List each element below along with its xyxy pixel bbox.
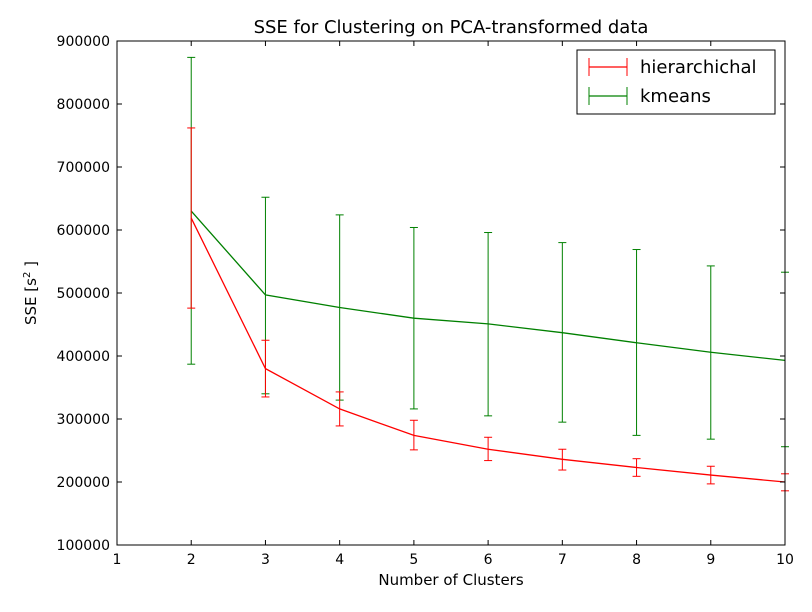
series-line: [190, 210, 786, 362]
plot-frame: [116, 40, 786, 546]
y-tick-label: 800000: [57, 97, 110, 113]
x-tick-label: 10: [776, 552, 794, 568]
y-axis-label: SSE [s2 ]: [22, 261, 40, 325]
x-tick-label: 7: [558, 552, 567, 568]
x-tick-label: 5: [409, 552, 418, 568]
y-axis-label-end: ]: [22, 261, 40, 272]
x-tick-label: 2: [187, 552, 196, 568]
plot-marks: [187, 56, 789, 492]
legend-box: [576, 49, 776, 115]
y-axis-label-superscript: 2: [22, 272, 33, 278]
x-tick-label: 4: [335, 552, 344, 568]
y-axis-label-main: SSE [s: [22, 278, 40, 325]
legend-label: kmeans: [640, 86, 711, 107]
chart-title: SSE for Clustering on PCA-transformed da…: [254, 17, 649, 38]
x-axis-label: Number of Clusters: [378, 571, 523, 589]
x-tick-label: 9: [706, 552, 715, 568]
axis-ticks: 1 2 3 4 5 6 7 8 9 10 100000 200000 300000 400000 50000…: [57, 34, 794, 568]
x-tick-label: 1: [113, 552, 122, 568]
y-tick-label: 600000: [57, 223, 110, 239]
legend: hierarchichal kmeans: [576, 49, 776, 115]
legend-label: hierarchichal: [640, 57, 757, 78]
y-tick-label: 200000: [57, 475, 110, 491]
series-kmeans: [187, 56, 789, 448]
y-tick-label: 300000: [57, 412, 110, 428]
x-tick-label: 8: [632, 552, 641, 568]
y-tick-label: 400000: [57, 349, 110, 365]
series-line: [190, 217, 786, 483]
series-hierarchichal: [187, 127, 789, 492]
x-tick-label: 3: [261, 552, 270, 568]
y-tick-label: 500000: [57, 286, 110, 302]
x-tick-label: 6: [484, 552, 493, 568]
y-tick-label: 100000: [57, 538, 110, 554]
y-tick-label: 700000: [57, 160, 110, 176]
y-tick-label: 900000: [57, 34, 110, 50]
